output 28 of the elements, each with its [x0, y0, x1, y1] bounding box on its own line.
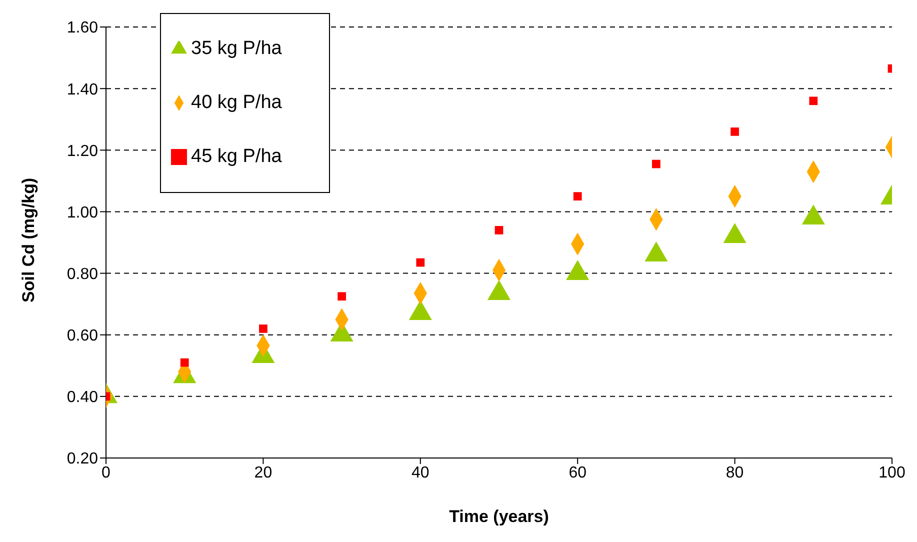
y-tick-label: 0.20 — [66, 450, 98, 468]
x-tick-label: 100 — [878, 464, 906, 482]
y-tick-label: 1.40 — [66, 81, 98, 98]
y-tick-label: 1.00 — [66, 204, 98, 222]
x-tick-label: 80 — [726, 464, 744, 482]
y-tick-label: 0.80 — [66, 266, 98, 283]
x-tick-label: 40 — [412, 464, 430, 482]
y-axis-title: Soil Cd (mg/kg) — [19, 178, 38, 302]
legend-label: 45 kg P/ha — [191, 146, 282, 167]
point — [652, 160, 660, 168]
x-tick-label: 60 — [568, 464, 587, 482]
y-tick-label: 0.40 — [66, 389, 98, 406]
legend-label: 40 kg P/ha — [191, 92, 282, 113]
legend-label: 35 kg P/ha — [191, 38, 282, 59]
x-tick-label: 20 — [254, 464, 272, 482]
y-tick-label: 1.60 — [66, 20, 98, 37]
point — [573, 192, 582, 201]
x-tick-label: 0 — [102, 464, 111, 482]
point — [416, 258, 425, 267]
point — [259, 324, 268, 333]
y-tick-label: 1.20 — [66, 142, 98, 160]
point — [809, 96, 818, 106]
point — [180, 358, 189, 367]
point — [338, 292, 346, 301]
point — [494, 226, 504, 234]
point — [730, 127, 739, 136]
y-tick-label: 0.60 — [66, 328, 98, 345]
x-axis-title: Time (years) — [449, 507, 549, 526]
